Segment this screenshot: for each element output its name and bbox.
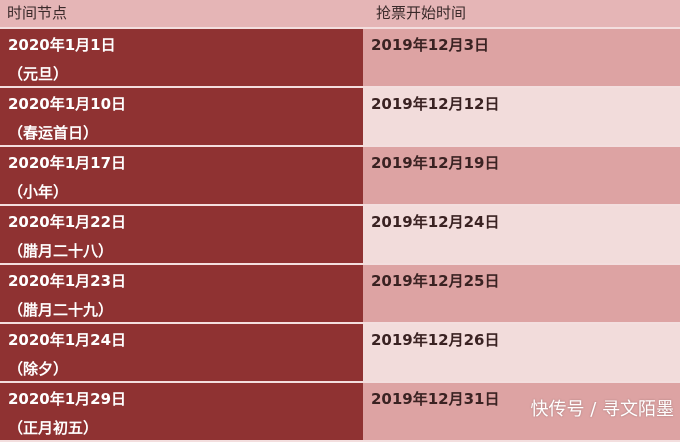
table-header: 时间节点 抢票开始时间 bbox=[0, 0, 680, 29]
time-node-cell: 2020年1月29日 （正月初五） bbox=[0, 383, 363, 440]
table-row: 2020年1月10日 （春运首日） 2019年12月12日 bbox=[0, 88, 680, 147]
table-row: 2020年1月24日 （除夕） 2019年12月26日 bbox=[0, 324, 680, 383]
table-row: 2020年1月17日 （小年） 2019年12月19日 bbox=[0, 147, 680, 206]
table-row: 2020年1月23日 （腊月二十九） 2019年12月25日 bbox=[0, 265, 680, 324]
time-node-cell: 2020年1月10日 （春运首日） bbox=[0, 88, 363, 145]
date: 2020年1月17日 bbox=[8, 154, 127, 172]
table-row: 2020年1月1日 （元旦） 2019年12月3日 bbox=[0, 29, 680, 88]
holiday-note: （腊月二十九） bbox=[8, 301, 114, 319]
date: 2020年1月1日 bbox=[8, 36, 116, 54]
time-node-cell: 2020年1月23日 （腊月二十九） bbox=[0, 265, 363, 322]
holiday-note: （正月初五） bbox=[8, 419, 99, 437]
ticket-start-cell: 2019年12月25日 bbox=[363, 265, 680, 322]
ticket-start-cell: 2019年12月26日 bbox=[363, 324, 680, 381]
time-node-cell: 2020年1月24日 （除夕） bbox=[0, 324, 363, 381]
time-node-cell: 2020年1月17日 （小年） bbox=[0, 147, 363, 204]
table-body: 2020年1月1日 （元旦） 2019年12月3日 2020年1月10日 （春运首日） 2… bbox=[0, 29, 680, 442]
date: 2020年1月22日 bbox=[8, 213, 127, 231]
holiday-note: （小年） bbox=[8, 183, 69, 201]
ticket-start-cell: 2019年12月3日 bbox=[363, 29, 680, 86]
header-ticket-start: 抢票开始时间 bbox=[376, 4, 467, 22]
date: 2020年1月10日 bbox=[8, 95, 127, 113]
date: 2020年1月23日 bbox=[8, 272, 127, 290]
time-node-cell: 2020年1月1日 （元旦） bbox=[0, 29, 363, 86]
holiday-note: （元旦） bbox=[8, 65, 69, 83]
date: 2020年1月29日 bbox=[8, 390, 127, 408]
table-row: 2020年1月22日 （腊月二十八） 2019年12月24日 bbox=[0, 206, 680, 265]
header-time-node: 时间节点 bbox=[7, 4, 68, 22]
ticket-start-cell: 2019年12月12日 bbox=[363, 88, 680, 145]
ticket-start-cell: 2019年12月19日 bbox=[363, 147, 680, 204]
date: 2020年1月24日 bbox=[8, 331, 127, 349]
holiday-note: （春运首日） bbox=[8, 124, 99, 142]
time-node-cell: 2020年1月22日 （腊月二十八） bbox=[0, 206, 363, 263]
holiday-note: （腊月二十八） bbox=[8, 242, 114, 260]
holiday-note: （除夕） bbox=[8, 360, 69, 378]
watermark: 快传号 / 寻文陌墨 bbox=[530, 399, 674, 420]
ticket-start-cell: 2019年12月24日 bbox=[363, 206, 680, 263]
